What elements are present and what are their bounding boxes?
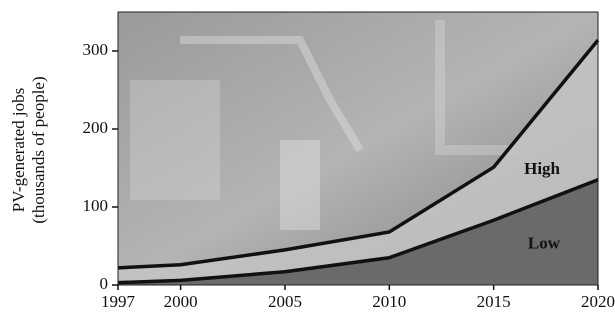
chart: PV-generated jobs (thousands of people) … [0, 0, 615, 315]
y-axis-label: PV-generated jobs [9, 88, 28, 213]
x-tick-label: 2020 [581, 292, 615, 311]
x-tick-label: 1997 [101, 292, 136, 311]
y-tick-label: 0 [100, 274, 109, 293]
series-label: Low [528, 234, 561, 253]
y-tick-label: 100 [83, 196, 109, 215]
y-tick-label: 200 [83, 118, 109, 137]
x-tick-label: 2015 [477, 292, 511, 311]
series-label: High [524, 159, 560, 178]
x-tick-label: 2010 [372, 292, 406, 311]
x-tick-label: 2000 [164, 292, 198, 311]
x-tick-label: 2005 [268, 292, 302, 311]
y-tick-label: 300 [83, 40, 109, 59]
y-axis-label: (thousands of people) [29, 76, 48, 223]
